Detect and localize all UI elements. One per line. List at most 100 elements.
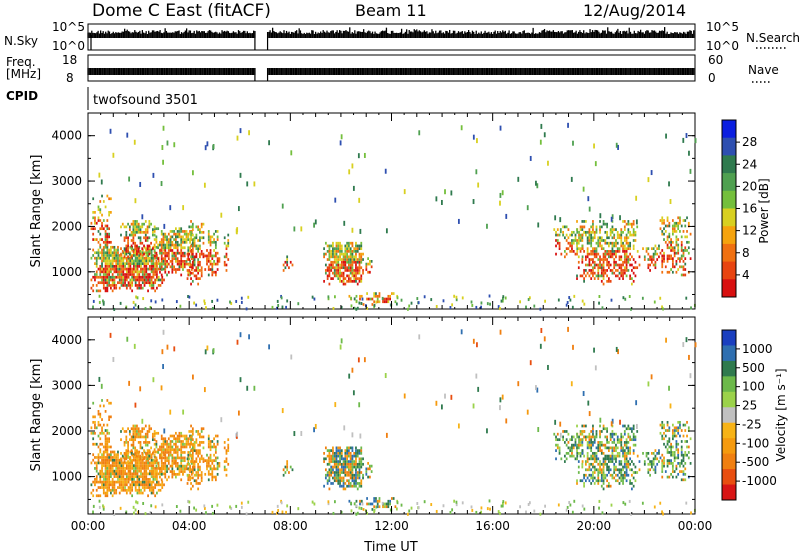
power-cell [649,258,651,261]
power-cell [600,263,603,267]
velocity-cell [169,451,172,454]
power-cell [525,305,527,309]
velocity-cell [347,446,350,450]
velocity-cell [132,443,135,447]
velocity-cell [160,448,163,452]
power-cell [180,235,183,239]
velocity-cell [154,456,157,459]
velocity-cell [127,451,129,455]
velocity-cell [353,473,356,477]
velocity-cell [90,491,93,495]
velocity-cell [571,454,573,458]
velocity-cell [335,473,338,477]
power-cell [339,279,341,283]
power-cell [581,225,584,229]
power-cell [634,266,637,270]
power-cell [353,306,356,310]
power-cell [101,238,103,241]
power-cell [632,233,635,237]
power-cell [118,254,121,257]
velocity-cell [218,462,221,465]
velocity-cell [102,475,105,478]
power-cell [140,278,142,282]
power-cell [136,264,139,268]
power-cell [175,240,177,244]
power-cell [661,230,664,233]
velocity-cell [347,462,350,466]
velocity-cell [358,473,361,477]
velocity-cell [113,469,116,473]
power-cell [207,251,210,255]
power-cell [592,271,594,275]
velocity-cell [166,445,168,449]
velocity-cell [209,459,212,463]
velocity-cell [592,471,594,474]
power-cell [577,247,580,251]
power-cell [137,250,140,253]
velocity-cell [330,465,333,469]
power-cell [125,252,128,256]
power-cell [133,264,135,268]
velocity-cell [99,486,102,489]
power-cell [649,255,651,259]
power-cell [180,257,183,260]
power-cell [99,281,102,285]
power-cell [586,271,589,275]
velocity-cell [148,486,151,489]
power-cell [576,274,578,278]
power-cell [206,249,208,252]
velocity-cell [191,443,194,447]
power-cell [682,251,685,255]
power-cell [190,271,192,275]
power-cell [347,247,350,251]
velocity-cell [92,442,95,446]
velocity-cell [167,448,170,452]
velocity-cell [134,427,137,431]
power-cell [125,256,128,260]
velocity-cell [131,480,134,484]
velocity-cell [102,423,105,427]
velocity-cell [106,467,109,470]
velocity-cell [104,483,107,487]
power-cell [675,243,678,247]
velocity-cell [173,437,176,441]
power-cell [104,254,107,257]
power-cell [607,252,610,256]
velocity-cell [146,441,149,444]
power-cell [337,263,340,267]
power-cell [136,278,139,282]
velocity-cell [122,461,125,465]
power-cell [519,300,522,304]
power-cell [666,257,669,260]
velocity-cell [159,483,162,487]
power-cell [328,258,331,261]
power-cell [367,262,369,266]
power-cell [592,239,594,242]
velocity-cell [117,461,119,465]
power-cell [680,257,683,260]
power-cell [185,260,188,263]
velocity-cell [117,480,119,484]
power-cell [145,275,148,279]
power-cell [104,230,107,233]
velocity-cell [171,470,174,473]
power-cell [131,275,134,279]
power-cell [183,265,186,269]
velocity-cell [106,486,109,489]
velocity-cell [579,438,582,442]
velocity-cell [152,488,155,492]
power-cell [658,247,660,251]
velocity-cell [110,458,112,462]
velocity-cell [333,471,336,474]
power-cell [214,270,217,274]
velocity-cell [113,450,116,454]
power-cell [330,263,333,267]
velocity-cell [136,461,139,465]
velocity-cell [213,453,215,457]
velocity-cell [214,451,217,454]
power-cell [472,134,475,140]
velocity-cell [191,468,194,472]
velocity-cell [200,476,203,480]
velocity-cell [110,467,112,470]
power-cell [108,262,111,265]
